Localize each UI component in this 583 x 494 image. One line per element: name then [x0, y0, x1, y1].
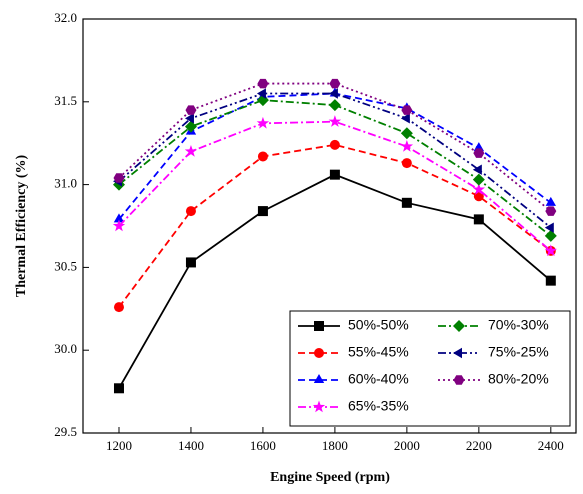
marker — [472, 173, 485, 186]
y-tick-label: 31.5 — [54, 93, 77, 108]
marker — [400, 127, 413, 140]
marker — [328, 88, 338, 99]
marker — [329, 78, 341, 89]
legend-label: 70%-30% — [488, 317, 549, 333]
x-tick-label: 2200 — [466, 438, 492, 453]
series-line — [118, 92, 552, 229]
series-line — [118, 92, 552, 220]
marker — [113, 302, 124, 313]
legend-label: 75%-25% — [488, 344, 549, 360]
marker — [113, 173, 125, 183]
marker — [400, 140, 414, 152]
marker — [453, 320, 465, 332]
legend-label: 65%-35% — [348, 398, 409, 414]
marker — [184, 120, 197, 133]
marker — [545, 275, 556, 286]
marker — [185, 105, 197, 115]
marker — [401, 197, 412, 208]
marker — [328, 99, 341, 112]
marker — [256, 116, 270, 129]
marker — [184, 113, 194, 124]
y-tick-label: 29.5 — [54, 424, 77, 439]
y-axis-label: Thermal Efficiency (%) — [14, 155, 29, 298]
y-tick-label: 31.0 — [54, 176, 77, 191]
marker — [544, 222, 554, 233]
marker — [185, 206, 196, 217]
marker — [545, 206, 557, 216]
marker — [184, 144, 198, 157]
y-tick-label: 32.0 — [54, 10, 77, 25]
marker — [473, 214, 484, 225]
marker — [472, 164, 482, 175]
marker — [112, 219, 126, 232]
marker — [544, 244, 557, 257]
x-tick-label: 1400 — [178, 438, 204, 453]
marker — [113, 383, 124, 394]
plot-frame — [82, 18, 577, 434]
legend-label: 80%-20% — [488, 371, 549, 387]
marker — [453, 347, 462, 359]
marker — [544, 229, 557, 242]
x-tick-label: 1600 — [250, 438, 276, 453]
marker — [472, 183, 486, 195]
marker — [313, 374, 325, 383]
marker — [328, 115, 342, 127]
legend-label: 60%-40% — [348, 371, 409, 387]
marker — [473, 148, 485, 158]
legend-label: 50%-50% — [348, 317, 409, 333]
marker — [400, 113, 410, 124]
x-tick-label: 1200 — [106, 438, 132, 453]
legend-label: 55%-45% — [348, 344, 409, 360]
y-tick-label: 30.5 — [54, 258, 77, 273]
marker — [113, 213, 125, 223]
y-tick-label: 30.0 — [54, 341, 77, 356]
x-axis-label: Engine Speed (rpm) — [270, 470, 390, 485]
marker — [545, 196, 557, 206]
marker — [257, 78, 269, 89]
marker — [453, 375, 465, 385]
x-tick-label: 2000 — [394, 438, 420, 453]
marker — [329, 169, 340, 180]
marker — [185, 257, 196, 268]
marker — [257, 206, 268, 217]
legend: 50%-50% 55%-45% 60%-40% 65%-35% 70%-30% 75%-2… — [298, 317, 549, 414]
x-tick-label: 2400 — [538, 438, 564, 453]
marker — [401, 158, 412, 169]
marker — [256, 88, 266, 99]
marker — [314, 321, 324, 331]
marker — [257, 151, 268, 162]
marker — [401, 105, 413, 115]
marker — [314, 348, 324, 358]
x-tick-label: 1800 — [322, 438, 348, 453]
marker — [329, 139, 340, 150]
marker — [312, 400, 326, 413]
